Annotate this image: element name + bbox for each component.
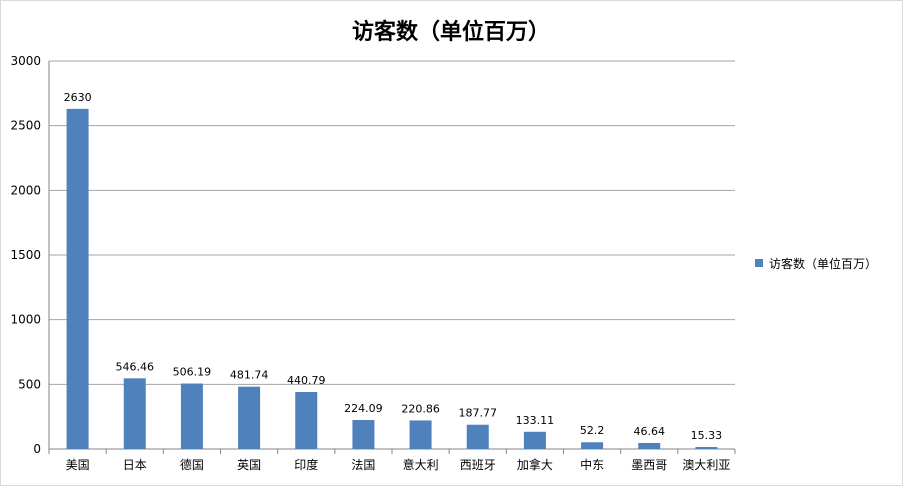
y-tick-label: 1000	[10, 313, 41, 327]
bar	[695, 447, 718, 449]
x-tick-label: 西班牙	[460, 458, 496, 472]
legend-swatch	[755, 259, 763, 267]
y-tick-label: 2000	[10, 183, 41, 197]
bar	[180, 383, 203, 449]
data-label: 481.74	[230, 369, 269, 382]
bar	[466, 424, 489, 449]
data-label: 506.19	[173, 366, 212, 379]
x-tick-label: 日本	[123, 458, 147, 472]
bar	[123, 378, 146, 449]
data-label: 224.09	[344, 402, 383, 415]
bar	[238, 386, 261, 449]
legend: 访客数（单位百万）	[755, 256, 877, 271]
bar	[638, 442, 661, 449]
bar	[409, 420, 432, 449]
x-tick-label: 英国	[237, 458, 261, 472]
data-label: 15.33	[691, 429, 723, 442]
y-tick-label: 500	[18, 377, 41, 391]
x-tick-label: 意大利	[403, 457, 439, 472]
axes: 0 500 1000 1500 2000 2500 3000 美国 日本 德国 英国 印度 法国 意大利 西…	[10, 54, 736, 472]
y-tick-label: 3000	[10, 54, 41, 68]
x-tick-label: 澳大利亚	[682, 458, 730, 472]
bar	[352, 420, 375, 449]
y-tick-label: 2500	[10, 119, 41, 133]
legend-label: 访客数（单位百万）	[769, 256, 877, 271]
x-tick-label: 印度	[294, 457, 318, 472]
bar	[523, 431, 546, 449]
x-tick-label: 法国	[351, 458, 375, 472]
bar	[581, 442, 604, 449]
x-tick-label: 中东	[580, 457, 604, 472]
data-label: 220.86	[401, 402, 440, 415]
bar	[295, 391, 318, 449]
data-label: 2630	[64, 91, 92, 104]
gridlines	[49, 60, 735, 450]
data-label: 52.2	[580, 424, 605, 437]
chart-title: 访客数（单位百万）	[352, 19, 550, 45]
x-tick-label: 加拿大	[517, 457, 553, 472]
data-label: 546.46	[116, 360, 155, 373]
x-tick-label: 墨西哥	[631, 458, 667, 472]
data-label: 187.77	[459, 407, 498, 420]
y-tick-label: 0	[33, 442, 41, 456]
data-label: 133.11	[516, 414, 555, 427]
bar	[66, 108, 89, 449]
data-label: 46.64	[634, 425, 666, 438]
data-labels: 2630 546.46 506.19 481.74 440.79 224.09 220.86…	[64, 91, 723, 442]
bars	[66, 108, 718, 449]
x-tick-label: 美国	[66, 458, 90, 472]
x-tick-label: 德国	[180, 457, 204, 472]
y-tick-label: 1500	[10, 248, 41, 262]
data-label: 440.79	[287, 374, 326, 387]
